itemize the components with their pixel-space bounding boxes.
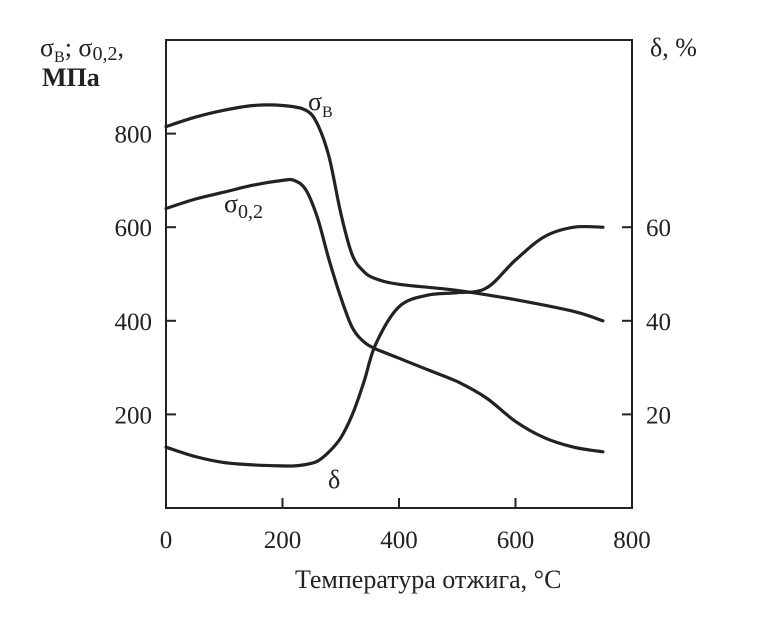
right-y-tick-label: 40 <box>646 309 671 336</box>
x-axis-ticks: 0 200 400 600 800 <box>160 498 651 554</box>
x-tick-label: 600 <box>497 527 535 554</box>
right-y-axis-title: δ, % <box>650 33 697 62</box>
series-label-main: σ <box>308 87 322 116</box>
sigma-02-series-label: σ0,2 <box>224 189 263 223</box>
series-label-main: δ <box>328 465 340 494</box>
left-y-axis-ticks: 200 400 600 800 <box>115 122 176 429</box>
x-tick-label: 0 <box>160 527 173 554</box>
right-y-axis-ticks: 20 40 60 <box>622 215 671 429</box>
delta-line <box>164 224 605 468</box>
series-label-subscript: 0,2 <box>238 201 263 223</box>
left-y-title-sub2: 0,2 <box>92 43 117 65</box>
left-y-tick-label: 600 <box>115 215 153 242</box>
sigma-02-line <box>164 177 605 454</box>
left-y-axis-title-line2: МПа <box>42 63 100 92</box>
x-tick-label: 400 <box>380 527 418 554</box>
x-tick-label: 800 <box>613 527 651 554</box>
sigma-b-series-label: σВ <box>308 87 333 121</box>
left-y-tick-label: 800 <box>115 122 153 149</box>
series-label-main: σ <box>224 189 238 218</box>
x-axis-title: Температура отжига, °С <box>295 565 561 594</box>
left-y-title-tail: , <box>117 33 124 62</box>
right-y-tick-label: 60 <box>646 215 671 242</box>
left-y-axis-title-line1: σВ; σ0,2, <box>40 33 124 66</box>
plot-frame <box>165 39 633 509</box>
left-y-tick-label: 200 <box>115 402 153 429</box>
left-y-title-sigma1: σ <box>40 33 54 62</box>
delta-series-label: δ <box>328 465 340 494</box>
left-y-title-sub1: В <box>54 49 65 66</box>
x-tick-label: 200 <box>264 527 302 554</box>
series-label-subscript: В <box>322 104 333 121</box>
right-y-tick-label: 20 <box>646 402 671 429</box>
series-lines <box>164 103 605 468</box>
left-y-title-sep: ; σ <box>65 33 93 62</box>
left-y-tick-label: 400 <box>115 309 153 336</box>
